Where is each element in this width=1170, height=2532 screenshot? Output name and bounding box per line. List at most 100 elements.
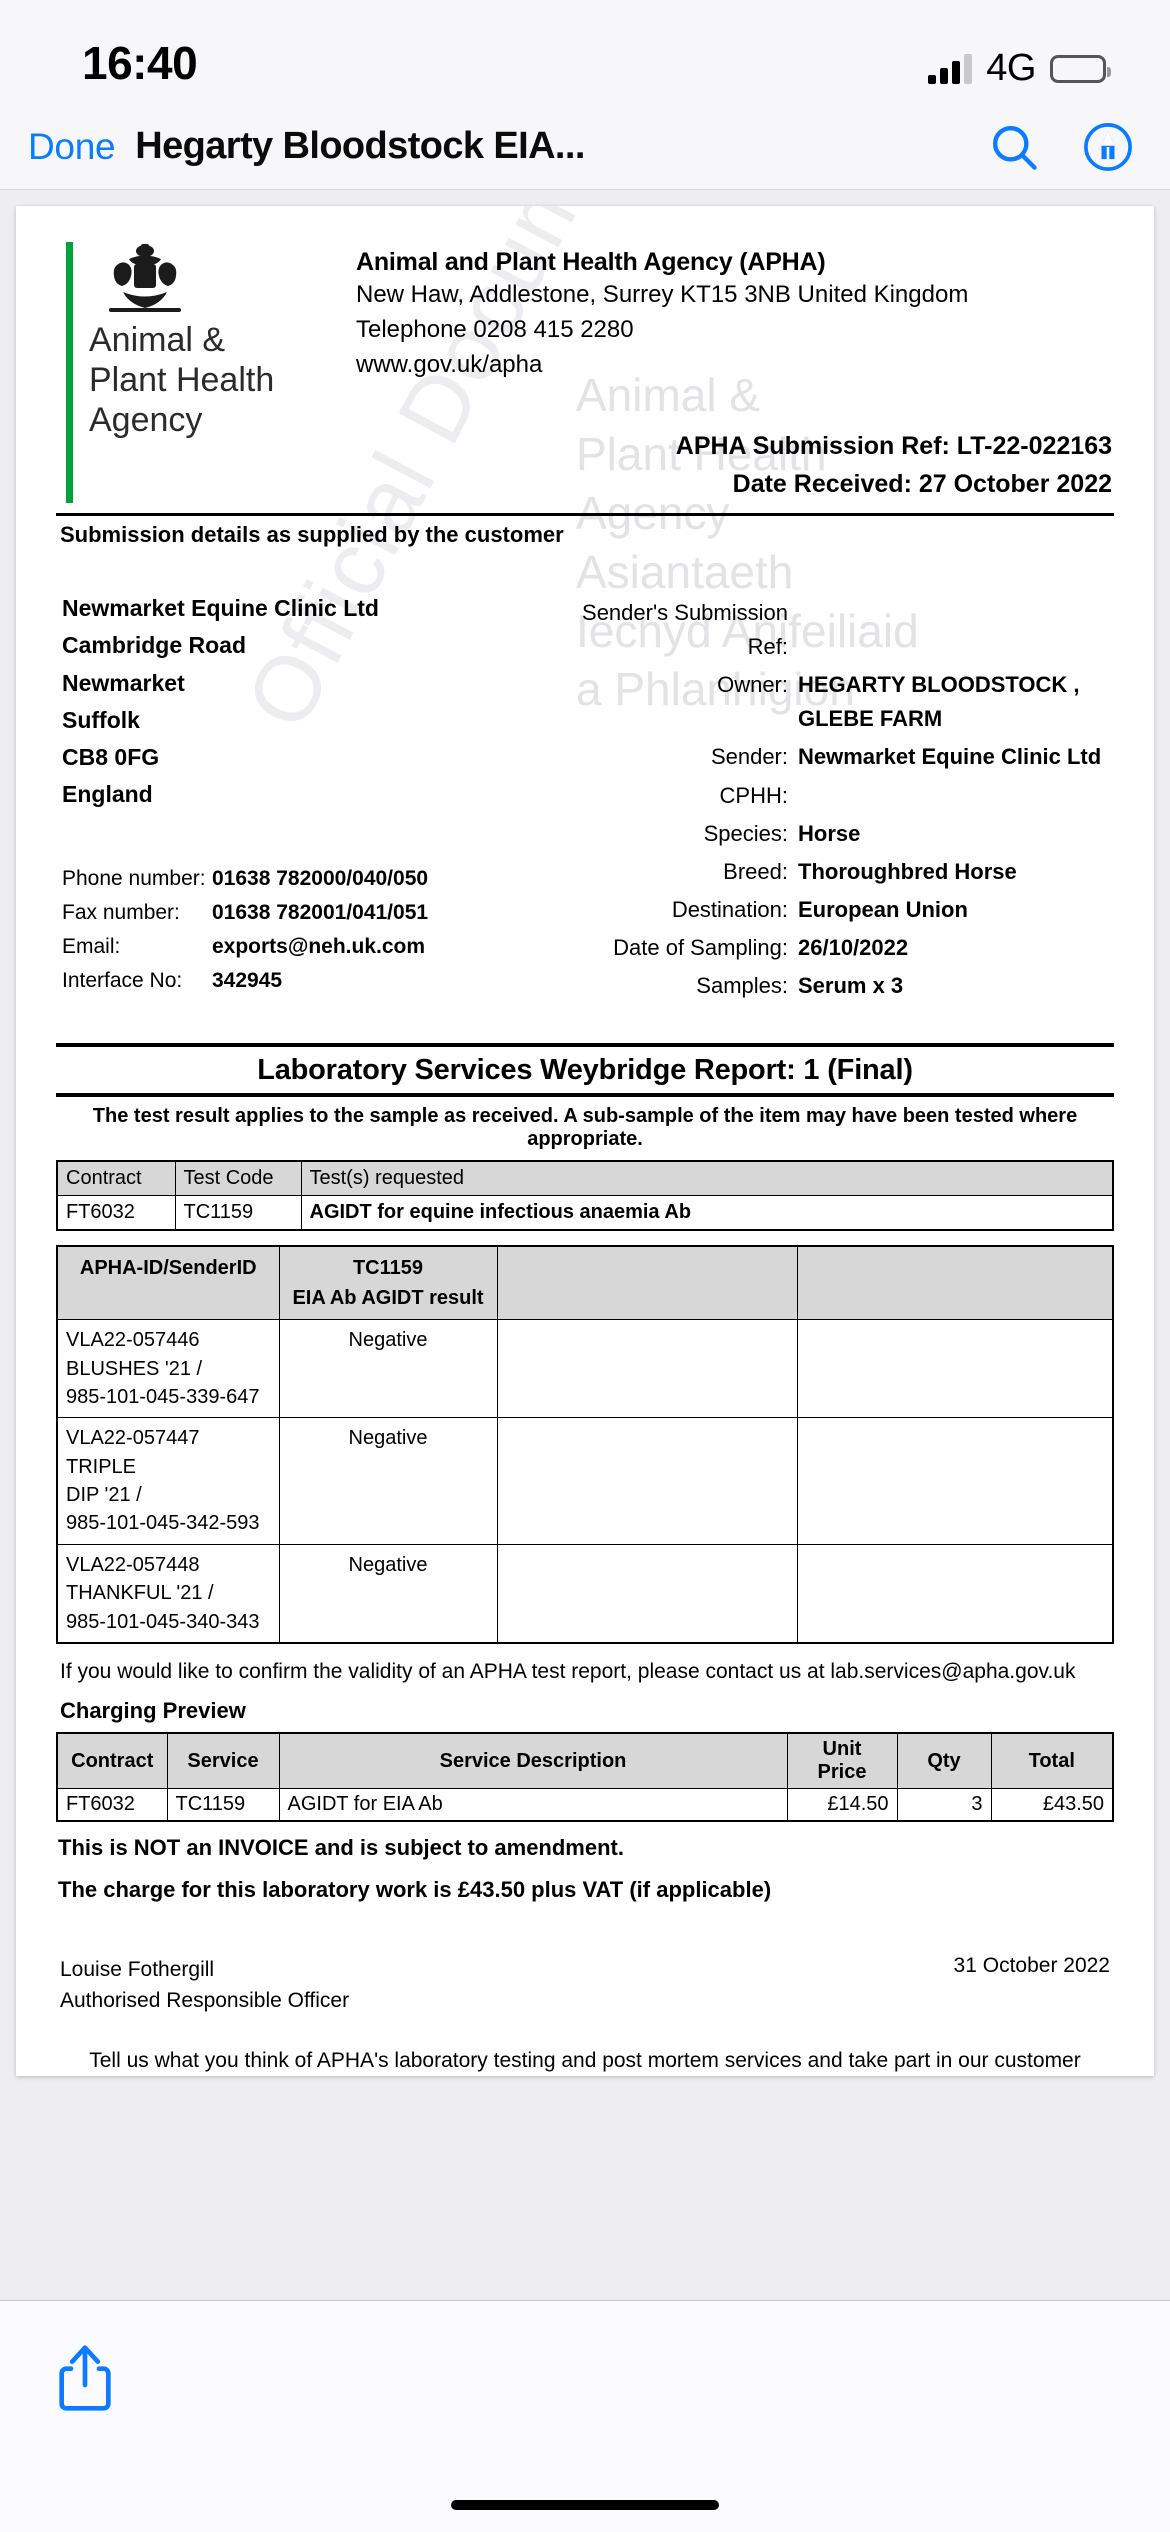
field-label: Samples: [696, 973, 788, 999]
field-label: Date of Sampling: [613, 934, 788, 960]
letterhead: Animal & Plant Health Agency Animal and … [56, 230, 1114, 504]
apha-logo-text: Animal & Plant Health Agency [89, 321, 275, 440]
field-label: Species: [703, 820, 788, 846]
not-invoice-note: This is NOT an INVOICE and is subject to… [58, 1835, 624, 1861]
charging-preview-heading: Charging Preview [60, 1698, 246, 1724]
cell-result: Negative [278, 1543, 498, 1644]
customer-address-line: England [62, 781, 153, 808]
cell-contract: FT6032 [56, 1788, 168, 1822]
cell-unit-price: £14.50 [786, 1788, 898, 1822]
date-received: Date Received: 27 October 2022 [732, 469, 1112, 498]
cell-total: £43.50 [990, 1788, 1114, 1822]
contact-value: exports@neh.uk.com [212, 934, 426, 958]
customer-contacts: Phone number: 01638 782000/040/050 Fax n… [62, 862, 536, 998]
submission-field: Owner: HEGARTY BLOODSTOCK , GLEBE FARM [536, 668, 1114, 736]
search-icon[interactable] [988, 121, 1040, 173]
tests-requested-table: Contract Test Code Test(s) requested FT6… [56, 1160, 1114, 1232]
divider [56, 1043, 1114, 1048]
submission-field: Sender: Newmarket Equine Clinic Ltd [536, 740, 1114, 774]
field-value: European Union [798, 896, 968, 922]
column-header-contract: Contract [56, 1160, 176, 1197]
column-header-total: Total [990, 1732, 1114, 1790]
cell-apha-id: VLA22-057448 THANKFUL '21 / 985-101-045-… [56, 1543, 280, 1644]
submission-body: Newmarket Equine Clinic Ltd Cambridge Ro… [56, 590, 1114, 1007]
battery-icon [1050, 54, 1111, 83]
column-header-blank-2 [796, 1245, 1114, 1321]
cell-apha-id: VLA22-057447 TRIPLE DIP '21 / 985-101-04… [56, 1417, 280, 1545]
share-icon[interactable] [56, 2343, 1170, 2413]
document-scroll-area[interactable]: Animal & Plant Health Agency Asiantaeth … [0, 190, 1170, 2300]
customer-column: Newmarket Equine Clinic Ltd Cambridge Ro… [56, 590, 536, 1007]
nav-actions [988, 121, 1134, 173]
cell-qty: 3 [896, 1788, 992, 1822]
result-subheader: EIA Ab AGIDT result [292, 1287, 484, 1310]
cell-blank-2 [796, 1319, 1114, 1419]
survey-block: Tell us what you think of APHA's laborat… [56, 2046, 1114, 2076]
column-header-test-result: TC1159 EIA Ab AGIDT result [278, 1245, 498, 1321]
column-header-apha-id: APHA-ID/SenderID [56, 1245, 280, 1321]
field-label: Breed: [723, 858, 788, 884]
survey-text-line-1: Tell us what you think of APHA's laborat… [89, 2049, 1081, 2073]
column-header-service-description: Service Description [278, 1732, 788, 1790]
org-telephone: Telephone 0208 415 2280 [356, 316, 634, 344]
cell-blank-1 [496, 1319, 798, 1419]
field-value: HEGARTY BLOODSTOCK , GLEBE FARM [798, 672, 1080, 732]
column-header-service: Service [166, 1732, 280, 1790]
charging-section: Charging Preview Contract Service Servic… [56, 1684, 1114, 1906]
contact-label: Phone number: [62, 866, 206, 890]
network-type-label: 4G [986, 47, 1036, 89]
cell-test-code: TC1159 [174, 1195, 302, 1231]
column-header-tests-requested: Test(s) requested [300, 1160, 1114, 1197]
contact-value: 342945 [212, 968, 283, 992]
contact-label: Fax number: [62, 900, 180, 924]
result-code: TC1159 [352, 1257, 424, 1280]
field-value: Horse [798, 820, 861, 846]
table-row: VLA22-057446 BLUSHES '21 / 985-101-045-3… [56, 1319, 1114, 1419]
field-value: Newmarket Equine Clinic Ltd [798, 744, 1102, 770]
org-name: Animal and Plant Health Agency (APHA) [356, 248, 826, 276]
home-indicator [451, 2500, 719, 2510]
status-indicators: 4G [928, 47, 1111, 90]
customer-address-line: Newmarket Equine Clinic Ltd [62, 595, 379, 622]
field-value [798, 779, 1114, 813]
cell-blank-1 [496, 1543, 798, 1644]
contact-row: Fax number: 01638 782001/041/051 [62, 896, 536, 930]
validity-note: If you would like to confirm the validit… [60, 1660, 1076, 1684]
submission-field: Species: Horse [536, 817, 1114, 851]
royal-crest-icon [109, 244, 181, 312]
cell-result: Negative [278, 1319, 498, 1419]
table-header-row: APHA-ID/SenderID TC1159 EIA Ab AGIDT res… [56, 1245, 1114, 1321]
customer-address-line: Cambridge Road [62, 632, 247, 659]
column-header-contract: Contract [56, 1732, 168, 1790]
letterhead-address-block: Animal and Plant Health Agency (APHA) Ne… [356, 242, 1114, 503]
submission-details-label: Submission details as supplied by the cu… [60, 522, 564, 548]
column-header-unit-price: Unit Price [786, 1732, 898, 1790]
done-button[interactable]: Done [28, 125, 116, 167]
table-header-row: Contract Test Code Test(s) requested [56, 1160, 1114, 1197]
contact-label: Email: [62, 934, 121, 958]
cell-blank-1 [496, 1417, 798, 1545]
submission-field: Sender's Submission Ref: [536, 596, 1114, 664]
field-value: 26/10/2022 [798, 934, 909, 960]
cell-result: Negative [278, 1417, 498, 1545]
pdf-page: Animal & Plant Health Agency Asiantaeth … [16, 206, 1154, 2076]
signoff-person: Louise Fothergill Authorised Responsible… [60, 1954, 349, 2016]
table-row: FT6032 TC1159 AGIDT for EIA Ab £14.50 3 … [56, 1788, 1114, 1822]
contact-row: Email: exports@neh.uk.com [62, 930, 536, 964]
field-value [798, 596, 1114, 664]
field-label: Destination: [671, 896, 788, 922]
lab-report-note: The test result applies to the sample as… [92, 1105, 1078, 1151]
signoff-name: Louise Fothergill [60, 1958, 215, 1982]
divider-top [56, 513, 1114, 517]
markup-pen-icon[interactable] [1082, 121, 1134, 173]
charge-total-note: The charge for this laboratory work is £… [58, 1877, 772, 1903]
submission-field: Breed: Thoroughbred Horse [536, 855, 1114, 889]
field-value: Thoroughbred Horse [798, 858, 1017, 884]
table-row: FT6032 TC1159 AGIDT for equine infectiou… [56, 1195, 1114, 1231]
contact-label: Interface No: [62, 968, 183, 992]
contact-value: 01638 782001/041/051 [212, 900, 429, 924]
cell-blank-2 [796, 1417, 1114, 1545]
apha-submission-ref: APHA Submission Ref: LT-22-022163 [675, 432, 1112, 461]
customer-address-line: Suffolk [62, 706, 140, 733]
charging-table: Contract Service Service Description Uni… [56, 1732, 1114, 1823]
